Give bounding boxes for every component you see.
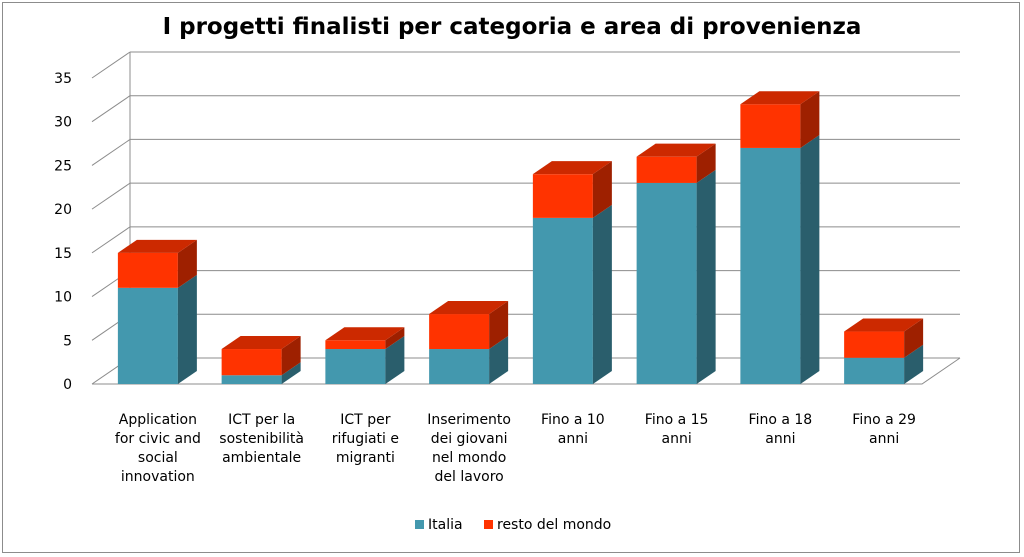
gridline-side: [91, 139, 131, 166]
bar-italia: [429, 349, 490, 384]
bar-resto-del-mondo: [844, 331, 905, 358]
bar-resto-del-mondo: [532, 174, 593, 218]
gridline-side: [91, 226, 131, 254]
bar-italia: [117, 287, 178, 384]
bar-top: [325, 327, 405, 341]
bar-side: [904, 318, 924, 358]
bar-side: [800, 91, 820, 148]
chart-title: I progetti finalisti per categoria e are…: [162, 14, 862, 40]
bar-side: [177, 239, 197, 288]
bar-resto-del-mondo: [636, 156, 697, 183]
legend-swatch: [415, 520, 424, 529]
bar-side: [177, 274, 197, 384]
bar-italia: [325, 349, 386, 384]
bar-resto-del-mondo: [117, 252, 178, 288]
bar-top: [429, 301, 509, 315]
legend-swatch: [484, 520, 493, 529]
x-tick-label: ICT per rifugiati e migranti: [332, 412, 399, 466]
bar-top: [844, 318, 924, 332]
bar-side: [281, 362, 301, 384]
gridline-side: [91, 182, 131, 210]
bar-side: [696, 169, 716, 384]
bar-side: [696, 143, 716, 183]
gridline-side: [91, 51, 131, 79]
bar-side: [385, 336, 405, 384]
bar-italia: [740, 147, 801, 384]
y-tick-label: 30: [54, 115, 72, 131]
bar-side: [800, 134, 820, 384]
legend-label: resto del mondo: [497, 517, 611, 533]
x-tick-label: Fino a 18 anni: [749, 412, 813, 447]
bar-italia: [636, 182, 697, 384]
bar-italia: [844, 357, 905, 384]
bar-resto-del-mondo: [429, 314, 490, 350]
bar-top: [117, 239, 197, 253]
x-tick-label: Fino a 15 anni: [645, 412, 709, 447]
bar-side: [592, 161, 612, 218]
bar-resto-del-mondo: [325, 340, 386, 350]
bar-italia: [532, 217, 593, 384]
bar-side: [489, 301, 509, 350]
y-tick-label: 5: [63, 333, 72, 349]
bar-resto-del-mondo: [740, 104, 801, 148]
bar-top: [221, 336, 301, 350]
bar-resto-del-mondo: [221, 349, 282, 376]
y-tick-label: 20: [54, 202, 72, 218]
bar-top: [740, 91, 820, 105]
x-tick-label: Application for civic and social innovation: [115, 412, 201, 485]
bar-side: [592, 204, 612, 384]
y-tick-label: 0: [63, 377, 72, 393]
bar-side: [489, 336, 509, 384]
gridline-side: [91, 95, 131, 123]
bar-side: [385, 327, 405, 350]
legend-label: Italia: [428, 517, 463, 533]
bar-top: [636, 143, 716, 157]
bar-side: [904, 344, 924, 384]
x-tick-label: Inserimento dei giovani nel mondo del lavor…: [427, 412, 511, 485]
bar-top: [532, 161, 612, 175]
x-tick-label: Fino a 29 anni: [852, 412, 916, 447]
y-tick-label: 15: [54, 246, 72, 262]
bar-side: [281, 336, 301, 376]
x-tick-label: ICT per la sostenibilità ambientale: [219, 412, 304, 466]
y-tick-label: 35: [54, 71, 72, 87]
bar-italia: [221, 375, 282, 384]
y-tick-label: 10: [54, 290, 72, 306]
x-tick-label: Fino a 10 anni: [541, 412, 605, 447]
y-tick-label: 25: [54, 158, 72, 174]
